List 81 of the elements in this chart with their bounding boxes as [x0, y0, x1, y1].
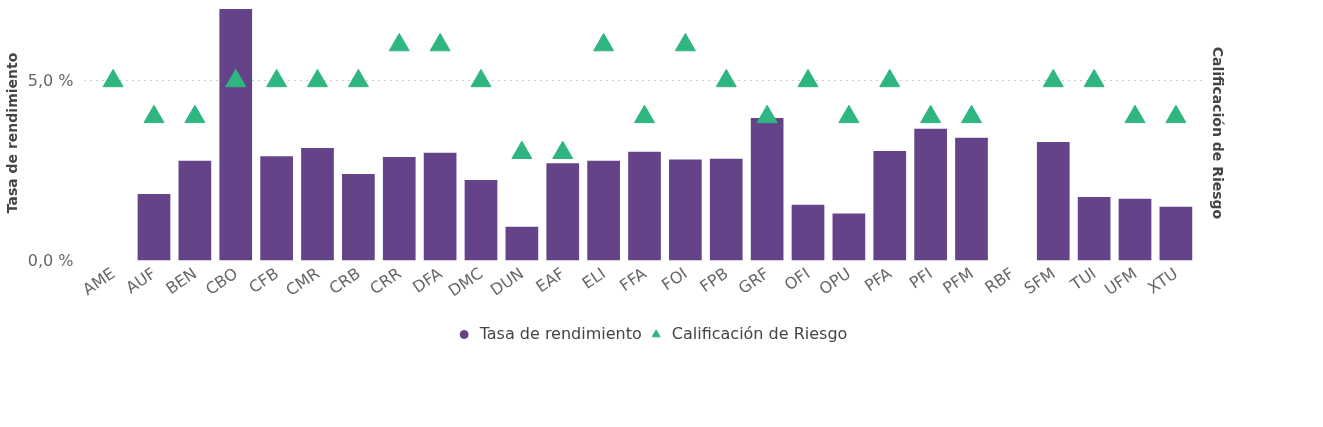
bar [464, 180, 498, 261]
point [225, 68, 247, 88]
point [143, 104, 165, 124]
point [347, 68, 369, 88]
bar [342, 173, 375, 261]
x-tick-label: OPU [815, 263, 855, 299]
y-tick-label: 0,0 % [27, 251, 74, 270]
bar [628, 151, 661, 261]
point [306, 68, 328, 88]
legend-label: Tasa de rendimiento [479, 324, 642, 343]
x-tick-label: BEN [162, 263, 201, 298]
x-tick-label: CRR [366, 263, 405, 299]
x-tick-label: RBF [981, 263, 1018, 298]
point [634, 104, 655, 124]
x-tick-label: ELI [578, 263, 609, 293]
y2-axis-title: Calificación de Riesgo [1209, 46, 1226, 220]
point [838, 104, 860, 124]
bar [669, 159, 702, 261]
point [879, 68, 901, 88]
bar [1118, 198, 1152, 261]
x-tick-label: FOI [658, 263, 691, 295]
bar [178, 160, 212, 261]
point [593, 32, 615, 52]
point [552, 140, 574, 160]
point [797, 68, 819, 88]
x-tick-label: CMR [282, 263, 323, 300]
bar [137, 194, 171, 261]
point [756, 104, 778, 124]
bar [1159, 206, 1193, 261]
x-tick-label: TUI [1066, 263, 1100, 295]
x-tick-label: UFM [1100, 263, 1141, 299]
x-tick-label: OFI [780, 263, 814, 295]
point [1042, 68, 1064, 88]
x-tick-label: FFA [616, 263, 650, 296]
point [674, 32, 696, 52]
x-tick-label: PFA [861, 263, 896, 296]
x-tick-label: AUF [122, 263, 160, 298]
point [1165, 104, 1187, 124]
x-tick-label: CRB [325, 263, 364, 299]
point [961, 104, 983, 124]
bar [260, 156, 293, 261]
x-tick-label: PFM [939, 263, 977, 298]
bar [791, 204, 825, 261]
bar [219, 9, 253, 261]
bar [873, 150, 907, 261]
bar [709, 158, 743, 261]
x-tick-label: EAF [532, 263, 569, 297]
bar [914, 128, 947, 261]
x-tick-label: FPB [696, 263, 732, 297]
x-tick-label: GRF [734, 263, 773, 298]
bar [301, 148, 334, 261]
x-tick-label: CBO [201, 263, 242, 299]
bar [832, 213, 866, 261]
x-tick-label: XTU [1143, 263, 1182, 298]
x-tick-label: PFI [905, 263, 936, 293]
bar [750, 117, 784, 261]
bar [505, 226, 539, 261]
point [715, 68, 737, 88]
bar [546, 163, 580, 261]
point [102, 68, 124, 88]
bar [955, 137, 988, 261]
x-tick-label: SFM [1020, 263, 1059, 299]
bar [1036, 141, 1070, 261]
point [511, 140, 533, 160]
y-tick-label: 5,0 % [27, 71, 74, 91]
legend-label: Calificación de Riesgo [671, 324, 848, 343]
x-tick-label: CFB [245, 263, 282, 298]
point [266, 68, 288, 88]
point [429, 32, 451, 52]
bar [587, 160, 620, 261]
bar [1077, 196, 1111, 261]
bar [423, 152, 457, 261]
point [920, 104, 942, 124]
x-tick-label: DFA [409, 263, 446, 297]
point [388, 32, 410, 52]
y-axis-title: Tasa de rendimiento [3, 52, 20, 214]
bar [382, 157, 416, 261]
point [470, 68, 492, 88]
point [1124, 104, 1146, 124]
point [1083, 68, 1105, 88]
point [184, 104, 206, 124]
